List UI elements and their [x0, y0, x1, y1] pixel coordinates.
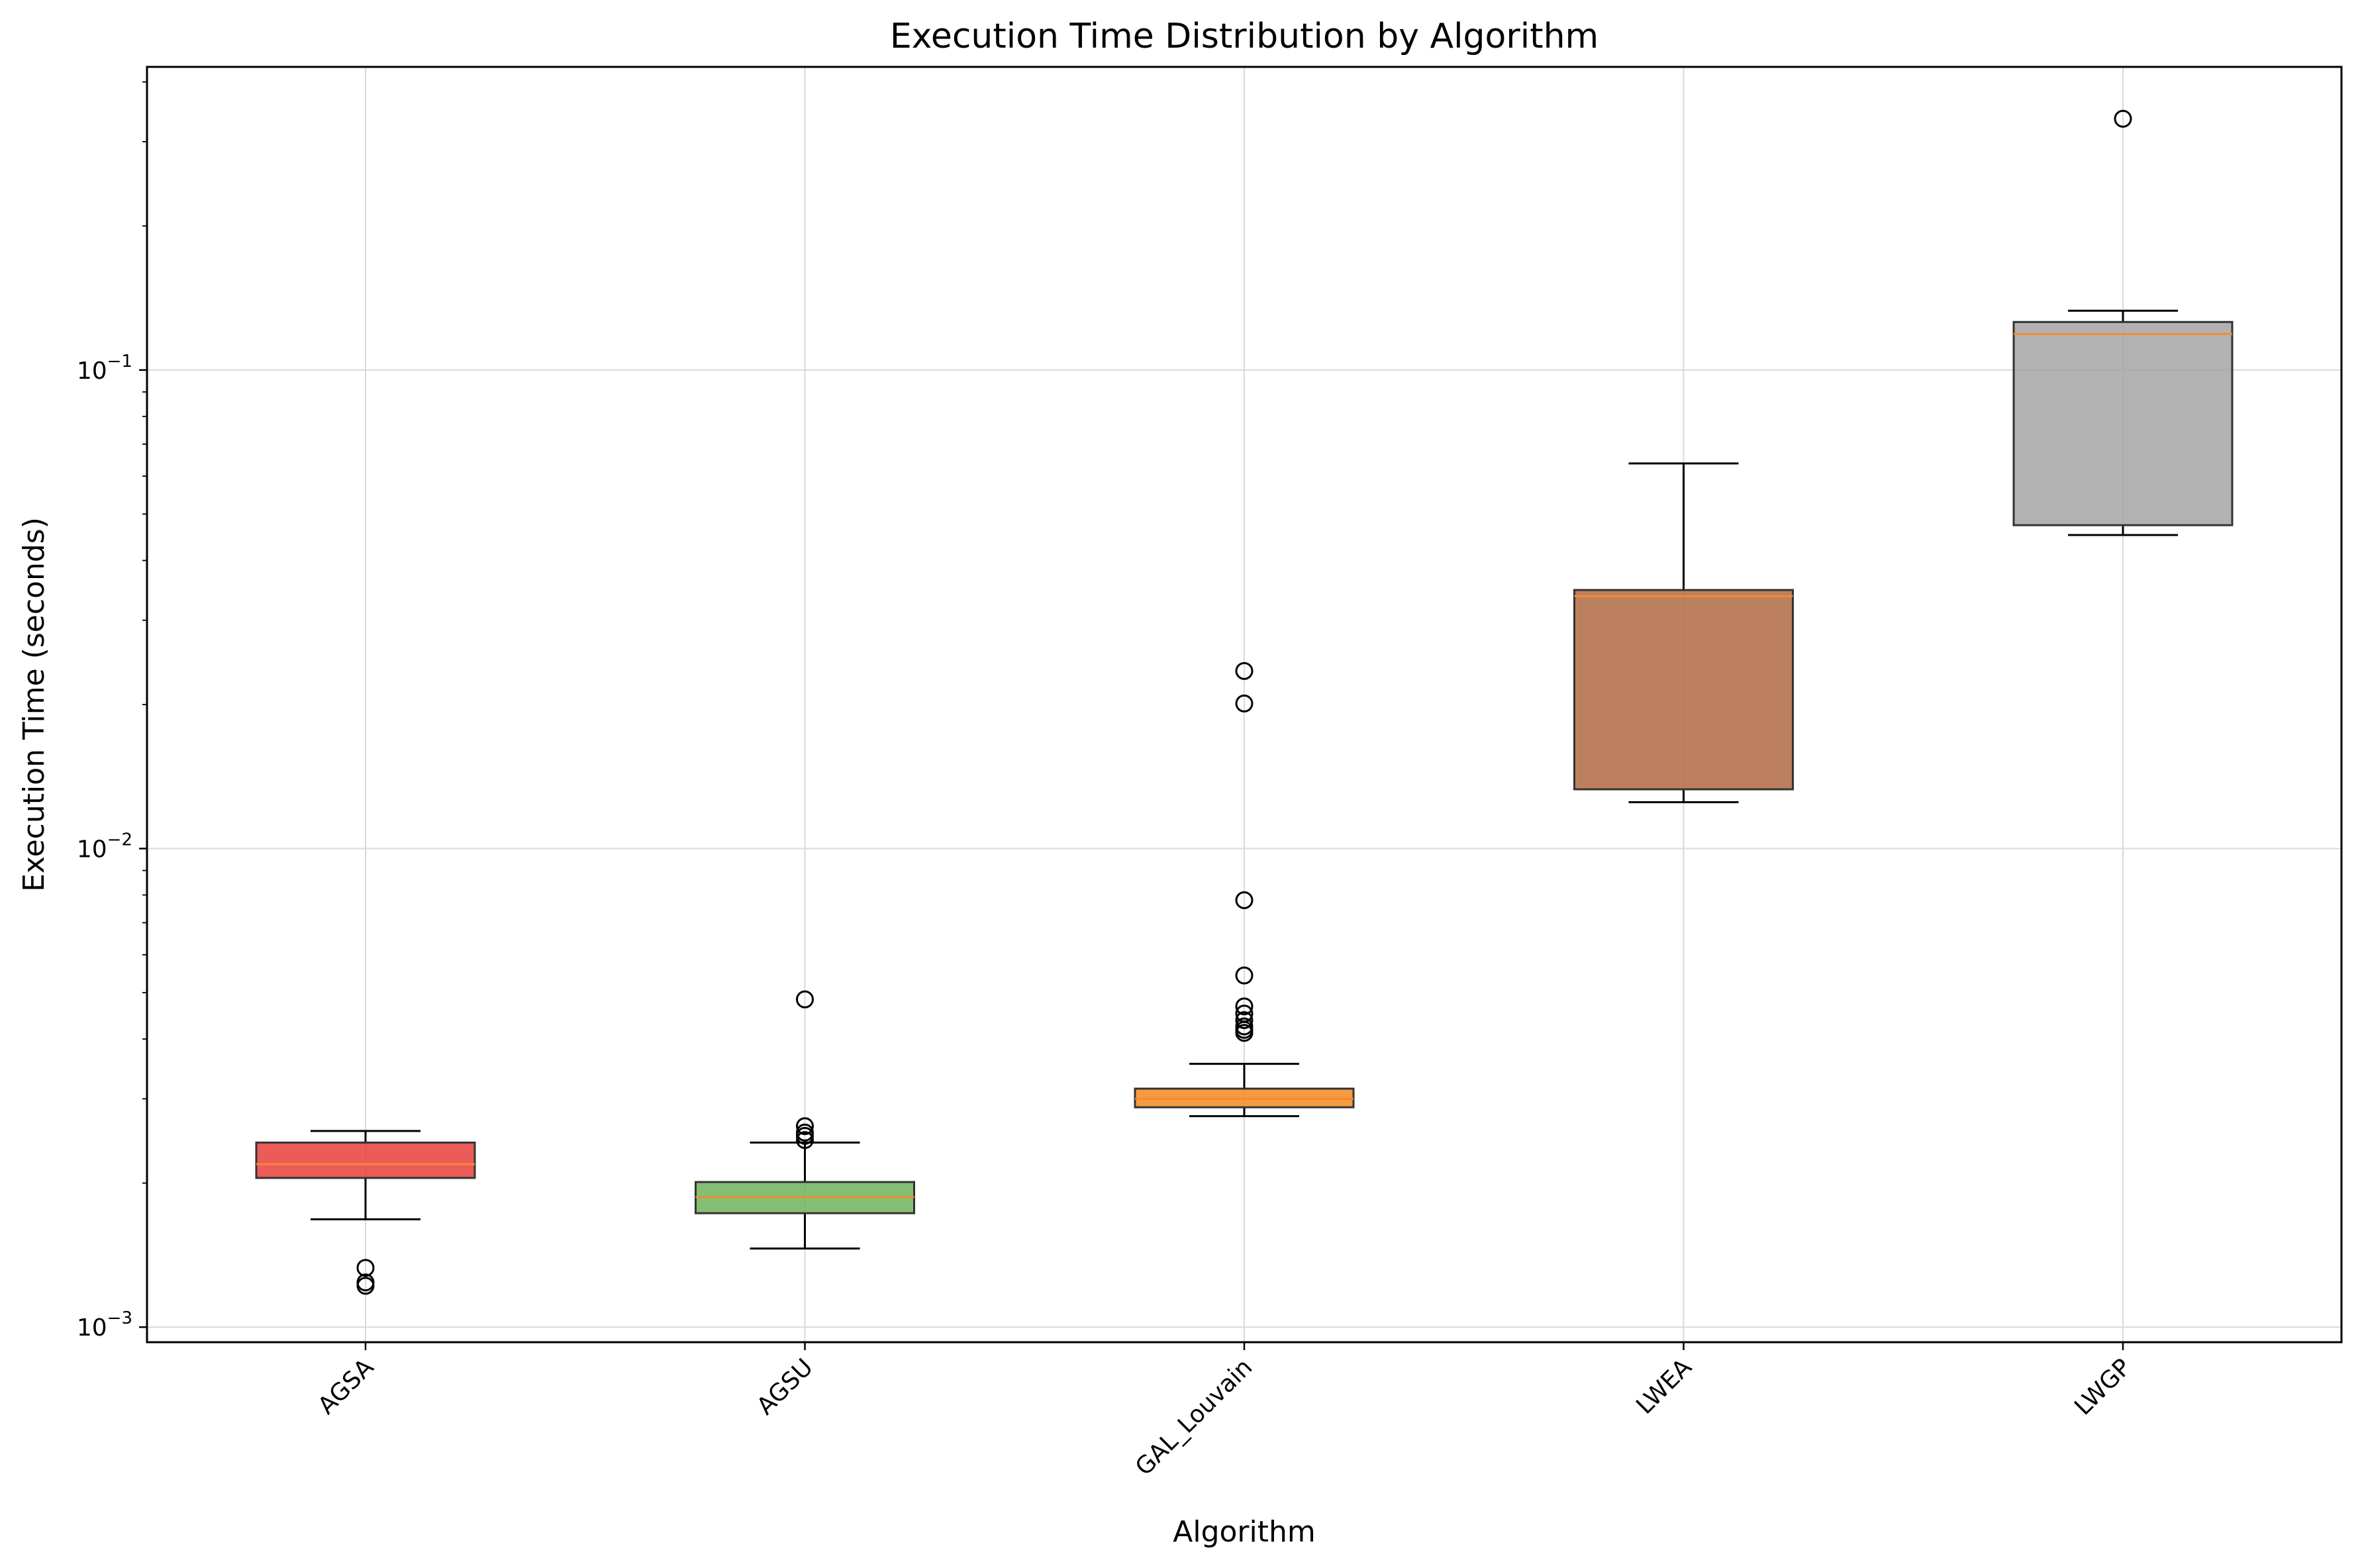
box-iqr	[1573, 589, 1794, 791]
box-iqr	[2012, 320, 2234, 526]
y-tick-label: 10−3	[77, 1308, 132, 1342]
box-gal-louvain	[1134, 662, 1355, 1118]
outlier-point	[1235, 1011, 1254, 1030]
box-iqr	[255, 1142, 476, 1179]
outlier-point	[1235, 1024, 1254, 1042]
plot-area	[255, 109, 2234, 1295]
box-agsa	[255, 1130, 476, 1295]
outlier-point	[1235, 966, 1254, 985]
outlier-point	[1235, 694, 1254, 712]
y-tick-label: 10−1	[77, 352, 132, 385]
outlier-point	[796, 1117, 814, 1136]
outlier-point	[796, 1126, 814, 1145]
y-axis: 10−3 10−2 10−1	[77, 81, 147, 1342]
y-axis-label: Execution Time (seconds)	[17, 517, 51, 892]
y-tick-label: 10−2	[77, 830, 132, 863]
outlier-point	[1235, 997, 1254, 1016]
outlier-point	[796, 990, 814, 1008]
x-axis-label: Algorithm	[1173, 1515, 1316, 1549]
outlier-point	[796, 1131, 814, 1150]
outlier-point	[2114, 109, 2132, 128]
outlier-point	[356, 1277, 375, 1295]
box-agsu	[695, 990, 915, 1250]
box-lwea	[1573, 462, 1794, 803]
grid	[147, 67, 2341, 1342]
outlier-point	[1235, 662, 1254, 680]
outlier-point	[356, 1259, 375, 1277]
box-lwgp	[2012, 109, 2234, 536]
chart-title: Execution Time Distribution by Algorithm	[890, 17, 1599, 56]
outlier-point	[1235, 891, 1254, 910]
